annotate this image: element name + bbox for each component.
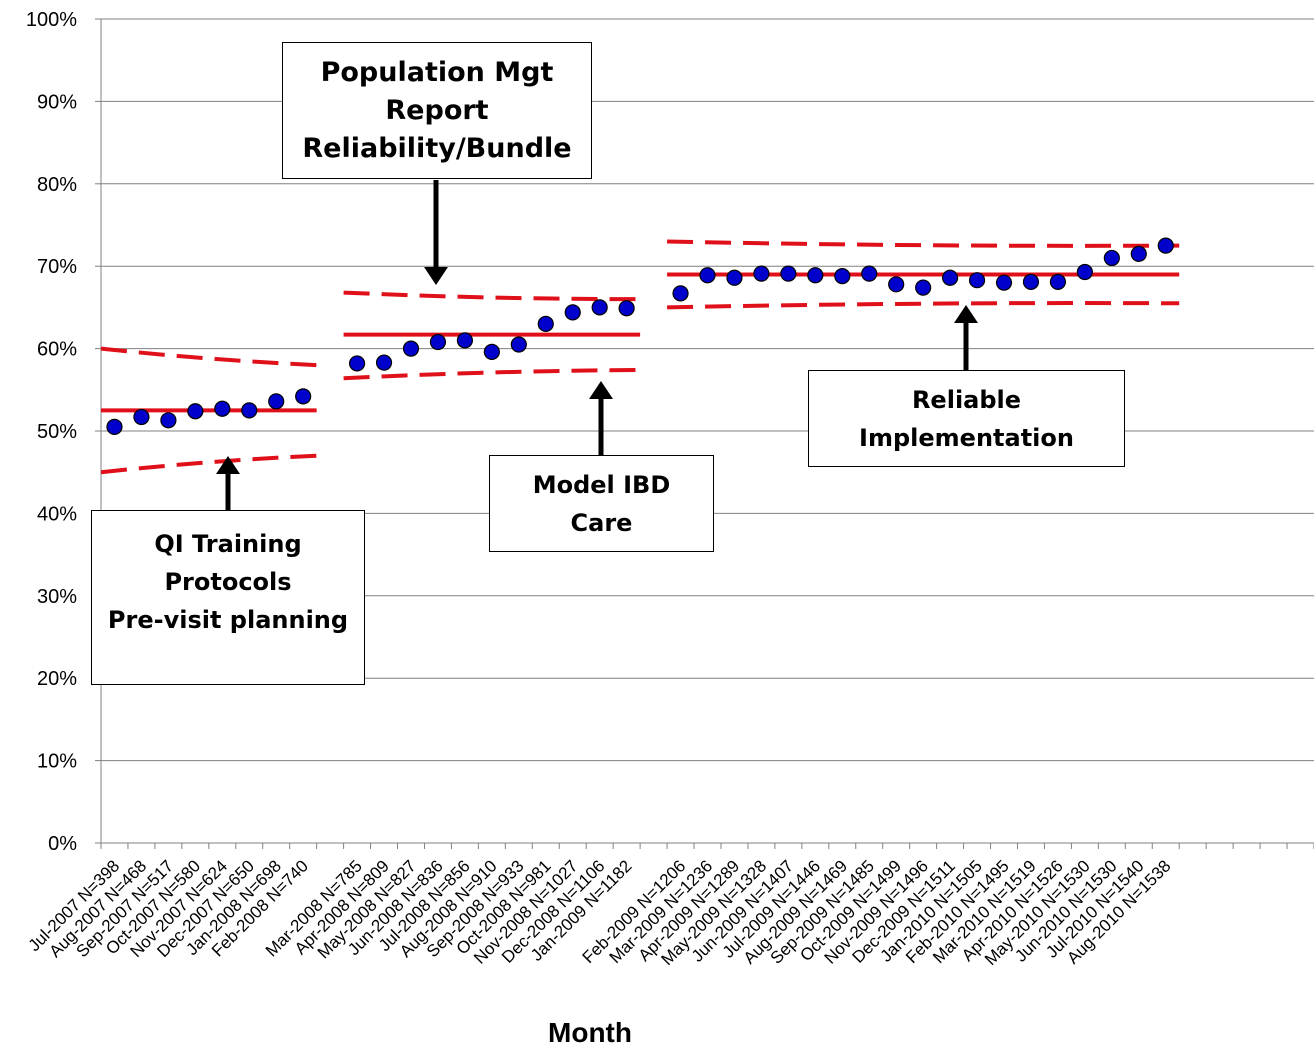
data-point [888, 276, 905, 293]
data-point [375, 354, 393, 371]
y-axis-ticks: 0% 10% 20% 30% 40% 50% 60% 70% 80% 90% 100% [26, 9, 101, 855]
y-tick-label: 80% [37, 174, 77, 196]
data-point [214, 400, 231, 417]
data-point [429, 333, 447, 351]
data-point [672, 285, 689, 302]
y-tick-label: 40% [37, 503, 77, 525]
data-point [941, 269, 959, 286]
data-point [106, 418, 123, 435]
data-point [1103, 249, 1120, 267]
data-point [861, 265, 878, 282]
data-point [348, 355, 366, 372]
annotation-line: Population Mgt [320, 56, 554, 88]
annotation-line: Model IBD [532, 470, 671, 499]
arrow-head [589, 381, 613, 399]
y-tick-label: 20% [37, 668, 77, 690]
data-point [834, 267, 851, 285]
lower-control-limit [100, 453, 317, 475]
y-tick-label: 90% [37, 91, 77, 113]
annotation-line: Report [385, 94, 489, 126]
annotation-line: QI Training [154, 530, 302, 558]
data-point [699, 267, 716, 284]
annotation-reliable-implementation: Reliable Implementation [808, 370, 1125, 467]
arrow-head [954, 305, 978, 323]
annotation-line: Protocols [164, 568, 292, 596]
data-point [968, 272, 986, 289]
data-point [1076, 263, 1093, 281]
data-points [106, 237, 1174, 435]
annotation-population-mgt: Population Mgt Report Reliability/Bundle [282, 42, 592, 179]
y-tick-label: 100% [26, 9, 77, 31]
y-tick-label: 60% [37, 339, 77, 361]
data-point [241, 402, 258, 419]
control-limit-lines [100, 239, 1180, 475]
data-point [1157, 237, 1174, 254]
data-point [726, 269, 743, 286]
annotation-line: Reliable [911, 385, 1022, 414]
data-point [160, 412, 177, 429]
data-point [591, 299, 608, 316]
data-point [1022, 273, 1040, 290]
data-point [753, 265, 770, 282]
annotation-line: Pre-visit planning [107, 606, 349, 634]
data-point [295, 388, 312, 405]
y-tick-label: 0% [48, 833, 77, 855]
annotation-line: Care [570, 508, 633, 537]
data-point [133, 408, 150, 426]
data-point [187, 403, 204, 420]
data-point [1130, 245, 1147, 262]
upper-control-limit [100, 346, 317, 368]
annotation-line: Reliability/Bundle [302, 132, 572, 164]
data-point [995, 274, 1013, 291]
data-point [483, 343, 500, 360]
data-point [268, 393, 285, 410]
annotation-arrows [216, 180, 978, 510]
data-point [537, 315, 554, 332]
annotation-model-ibd-care: Model IBD Care [489, 455, 714, 552]
upper-control-limit [343, 290, 641, 302]
upper-control-limit [667, 239, 1180, 248]
data-point [564, 304, 581, 321]
data-point [618, 300, 635, 317]
lower-control-limit [667, 301, 1180, 310]
lower-control-limit [343, 368, 641, 381]
x-axis-label: Month [548, 1017, 632, 1048]
data-point [510, 336, 527, 353]
data-point [807, 267, 824, 284]
y-tick-label: 30% [37, 586, 77, 608]
data-point [915, 279, 932, 296]
arrow-head [216, 456, 240, 474]
y-tick-label: 70% [37, 256, 77, 278]
y-tick-label: 10% [37, 751, 77, 773]
annotation-qi-training: QI Training Protocols Pre-visit planning [91, 510, 365, 685]
data-point [1049, 273, 1067, 290]
y-tick-label: 50% [37, 421, 77, 443]
data-point [402, 340, 420, 357]
arrow-head [424, 267, 448, 285]
data-point [456, 332, 473, 349]
data-point [780, 265, 797, 282]
annotation-line: Implementation [859, 423, 1074, 452]
axes [100, 19, 1314, 844]
